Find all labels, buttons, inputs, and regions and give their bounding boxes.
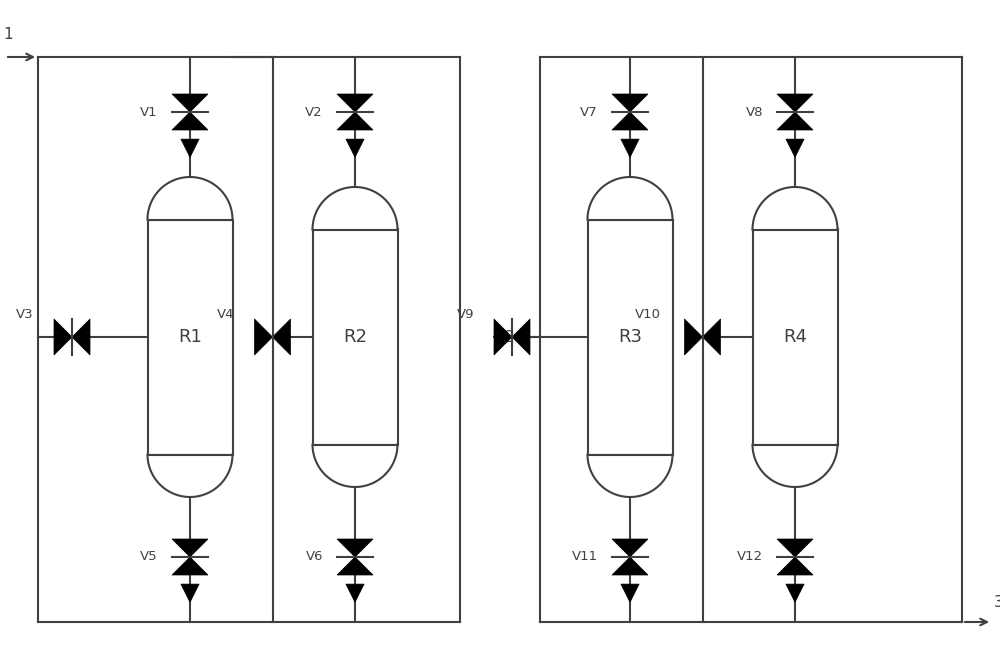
Polygon shape [621,139,639,157]
Polygon shape [621,584,639,602]
Polygon shape [777,94,813,112]
Polygon shape [172,112,208,130]
Text: V1: V1 [140,105,158,119]
Polygon shape [612,112,648,130]
Polygon shape [702,319,720,355]
Polygon shape [777,112,813,130]
Polygon shape [786,584,804,602]
Polygon shape [494,319,512,355]
Polygon shape [54,319,72,355]
Polygon shape [72,319,90,355]
Text: V12: V12 [737,550,763,564]
Polygon shape [337,94,373,112]
Text: R3: R3 [618,328,642,346]
Polygon shape [254,319,272,355]
Polygon shape [172,539,208,557]
Text: V3: V3 [16,309,34,321]
Text: V2: V2 [305,105,323,119]
Polygon shape [337,539,373,557]
Polygon shape [172,94,208,112]
Text: V7: V7 [580,105,598,119]
Polygon shape [181,584,199,602]
Polygon shape [272,319,290,355]
Polygon shape [612,557,648,575]
Polygon shape [512,319,530,355]
Text: V6: V6 [306,550,323,564]
Polygon shape [346,139,364,157]
Polygon shape [312,187,397,229]
Polygon shape [786,139,804,157]
Text: V5: V5 [140,550,158,564]
Text: R1: R1 [178,328,202,346]
Bar [148,219,232,454]
Polygon shape [172,557,208,575]
Bar [312,229,398,444]
Polygon shape [337,112,373,130]
Polygon shape [685,319,702,355]
Polygon shape [148,177,232,219]
Polygon shape [588,177,672,219]
Text: 3: 3 [994,595,1000,610]
Polygon shape [612,94,648,112]
Polygon shape [148,454,232,497]
Text: V11: V11 [572,550,598,564]
Text: V10: V10 [635,309,660,321]
Text: 2: 2 [505,329,515,344]
Polygon shape [777,557,813,575]
Polygon shape [337,557,373,575]
Polygon shape [346,584,364,602]
Text: R4: R4 [783,328,807,346]
Text: V9: V9 [456,309,474,321]
Bar [753,229,838,444]
Bar [588,219,672,454]
Text: R2: R2 [343,328,367,346]
Polygon shape [312,444,397,487]
Polygon shape [777,539,813,557]
Polygon shape [753,187,838,229]
Polygon shape [588,454,672,497]
Polygon shape [753,444,838,487]
Polygon shape [612,539,648,557]
Text: 1: 1 [3,27,13,42]
Text: V4: V4 [217,309,235,321]
Polygon shape [181,139,199,157]
Text: V8: V8 [746,105,763,119]
